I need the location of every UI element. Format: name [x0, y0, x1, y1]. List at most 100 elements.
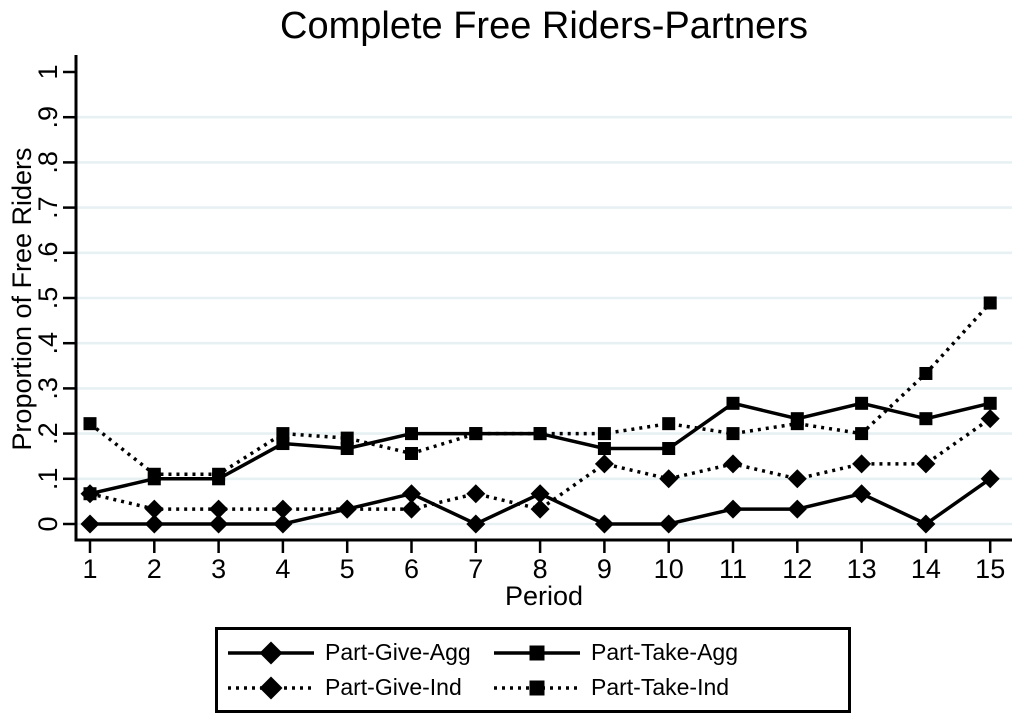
diamond-marker: [594, 454, 614, 474]
y-tick-label: .5: [33, 287, 63, 310]
diamond-marker: [530, 484, 550, 504]
square-marker: [983, 396, 997, 410]
diamond-marker: [852, 484, 872, 504]
y-tick-label: .1: [33, 468, 63, 491]
series-line-part-give-ind: [89, 417, 992, 511]
legend-item-part-give-ind: Part-Give-Ind: [228, 674, 494, 702]
diamond-marker: [402, 484, 421, 504]
x-tick-label: 6: [404, 554, 419, 584]
diamond-marker: [852, 454, 872, 474]
x-axis-label: Period: [504, 581, 584, 611]
legend-swatch-part-give-agg: [228, 641, 314, 664]
square-marker: [212, 467, 226, 481]
series-part-give-ind: [80, 409, 1000, 519]
square-marker: [726, 396, 740, 410]
diamond-marker: [787, 469, 807, 489]
legend-item-part-take-ind: Part-Take-Ind: [494, 674, 842, 702]
diamond-marker: [466, 514, 486, 534]
square-marker: [597, 427, 611, 441]
square-marker: [662, 442, 676, 456]
square-marker: [855, 427, 869, 441]
square-marker: [529, 645, 545, 660]
legend-label-part-give-agg: Part-Give-Agg: [325, 639, 471, 665]
x-tick-label: 15: [975, 554, 1005, 584]
y-tick-label: .8: [33, 151, 63, 174]
legend-swatch-part-take-ind: [494, 680, 580, 695]
legend-column-2: Part-Take-Agg Part-Take-Ind: [494, 635, 842, 705]
legend-label-part-give-ind: Part-Give-Ind: [325, 674, 462, 700]
diamond-marker: [144, 499, 164, 519]
legend-label-part-take-ind: Part-Take-Ind: [591, 674, 730, 700]
diamond-marker: [209, 499, 229, 519]
x-tick-label: 11: [719, 554, 747, 584]
series-part-take-ind: [83, 296, 997, 481]
x-tick-label: 5: [340, 554, 355, 584]
y-tick-label: .7: [33, 196, 63, 219]
diamond-marker: [337, 499, 357, 519]
x-tick-label: 2: [147, 554, 162, 584]
square-marker: [147, 467, 161, 481]
legend-label-part-take-agg: Part-Take-Agg: [591, 639, 739, 665]
legend-item-part-give-agg: Part-Give-Agg: [228, 639, 494, 667]
legend: Part-Give-Agg Part-Give-Ind Part-Take-Agg P…: [215, 627, 851, 713]
y-axis-ticks: 0 .1 .2 .3 .4 .5 .6 .7 .8 .9 1: [33, 64, 76, 532]
square-marker: [919, 366, 933, 380]
square-marker: [919, 412, 933, 426]
diamond-marker: [980, 409, 1000, 429]
y-tick-label: .2: [33, 422, 63, 445]
square-marker: [533, 427, 547, 441]
square-marker: [469, 427, 483, 441]
square-marker: [340, 431, 354, 445]
square-marker: [276, 427, 290, 441]
diamond-marker: [144, 514, 164, 534]
x-tick-label: 1: [82, 554, 97, 584]
square-marker: [405, 446, 418, 460]
square-marker: [855, 396, 869, 410]
diamond-marker: [980, 469, 1000, 489]
square-marker: [340, 442, 354, 456]
y-tick-label: .4: [33, 332, 63, 355]
diamond-marker: [466, 484, 486, 504]
diamond-marker: [273, 514, 293, 534]
diamond-marker: [530, 499, 550, 519]
diamond-marker: [723, 499, 743, 519]
y-axis-label: Proportion of Free Riders: [7, 147, 37, 451]
diamond-marker: [259, 641, 283, 664]
diamond-marker: [916, 514, 936, 534]
x-axis-ticks: 1 2 3 4 5 6 7 8 9 10 11 12 13 14 15: [82, 540, 1005, 584]
x-tick-label: 9: [597, 554, 612, 584]
diamond-marker: [80, 514, 100, 534]
diamond-marker: [259, 676, 283, 699]
legend-swatch-part-take-agg: [494, 645, 580, 660]
x-tick-label: 14: [911, 554, 941, 584]
square-marker: [726, 427, 740, 441]
y-tick-label: .3: [33, 377, 63, 400]
diamond-marker: [594, 514, 614, 534]
diamond-marker: [209, 514, 229, 534]
square-marker: [662, 417, 676, 431]
square-marker: [790, 417, 804, 431]
diamond-marker: [273, 499, 293, 519]
y-tick-label: .9: [33, 106, 63, 129]
x-tick-label: 7: [468, 554, 483, 584]
diamond-marker: [659, 469, 679, 489]
diamond-marker: [659, 514, 679, 534]
series-part-give-agg: [80, 469, 1000, 534]
x-tick-label: 4: [275, 554, 290, 584]
legend-item-part-take-agg: Part-Take-Agg: [494, 639, 842, 667]
x-tick-label: 8: [533, 554, 548, 584]
square-marker: [983, 296, 997, 310]
diamond-marker: [723, 454, 743, 474]
square-marker: [597, 442, 611, 456]
x-tick-label: 10: [654, 554, 684, 584]
diamond-marker: [787, 499, 807, 519]
diamond-marker: [402, 499, 421, 519]
y-tick-label: 0: [33, 516, 63, 531]
square-marker: [83, 417, 97, 431]
diamond-marker: [80, 484, 100, 504]
square-marker: [529, 680, 545, 695]
x-tick-label: 3: [211, 554, 226, 584]
x-tick-label: 12: [782, 554, 812, 584]
